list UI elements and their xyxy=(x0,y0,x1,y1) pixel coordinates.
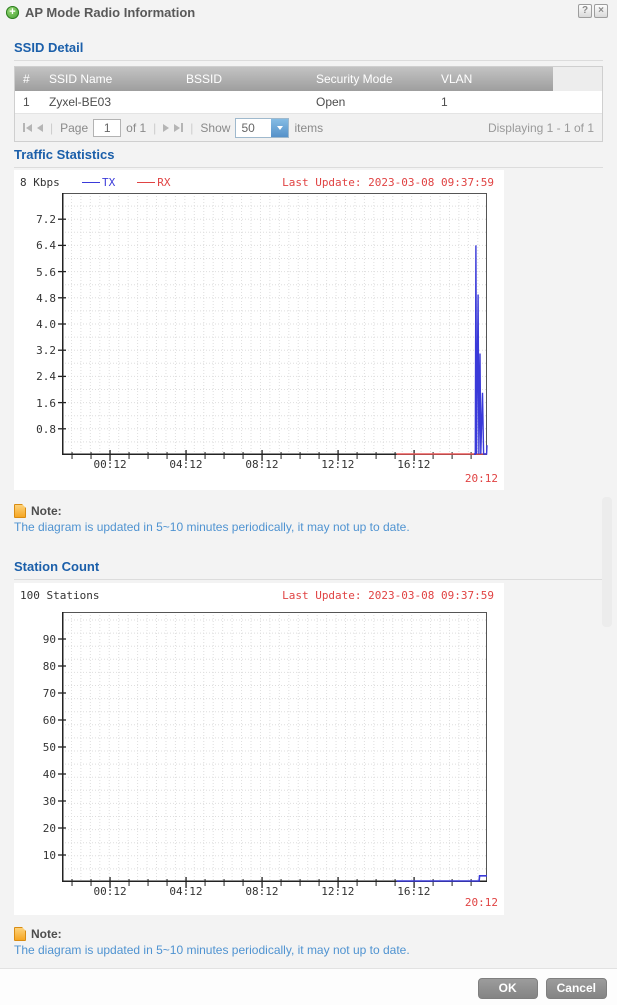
x-tick-label: 00:12 xyxy=(93,458,127,471)
y-tick-label: 4.0 xyxy=(36,318,56,331)
x-tick-label: 16:12 xyxy=(397,885,431,898)
col-header-ssid-name: SSID Name xyxy=(49,72,113,86)
y-tick-label: 40 xyxy=(42,768,56,781)
y-tick-label: 4.8 xyxy=(36,291,56,305)
items-label: items xyxy=(294,120,324,135)
legend-label-rx: RX xyxy=(157,176,171,189)
close-button[interactable]: × xyxy=(594,4,608,18)
traffic-y-axis-labels: 7.2 6.4 5.6 4.8 4.0 3.2 2.4 1.6 0.8 xyxy=(16,193,56,455)
cell-index: 1 xyxy=(23,95,30,109)
ok-button[interactable]: OK xyxy=(477,978,538,999)
cancel-button[interactable]: Cancel xyxy=(545,978,607,999)
station-current-time-label: 20:12 xyxy=(464,896,498,909)
ssid-table: # SSID Name BSSID Security Mode VLAN 1 Z… xyxy=(14,66,603,142)
table-row[interactable]: 1 Zyxel-BE03 Open 1 xyxy=(15,91,602,114)
col-header-bssid: BSSID xyxy=(186,72,223,86)
x-tick-label: 04:12 xyxy=(169,458,203,471)
expand-icon xyxy=(6,6,19,19)
last-page-button[interactable] xyxy=(174,122,184,134)
show-label: Show xyxy=(200,120,231,135)
station-plot-area xyxy=(58,612,487,888)
first-page-button[interactable] xyxy=(23,122,32,134)
scrollbar-thumb[interactable] xyxy=(602,497,612,627)
x-tick-label: 04:12 xyxy=(169,885,203,898)
note-label: Note: xyxy=(31,504,62,518)
note-icon xyxy=(14,504,26,518)
legend-item-tx: TX xyxy=(82,176,115,189)
station-x-axis-labels: 00:12 04:12 08:12 12:12 16:12 xyxy=(14,885,504,898)
y-tick-label: 5.6 xyxy=(36,265,56,279)
x-tick-label: 12:12 xyxy=(321,458,355,471)
x-tick-label: 08:12 xyxy=(245,885,279,898)
station-count-chart: 100 Stations Last Update: 2023-03-08 09:… xyxy=(14,583,504,915)
page-of-label: of 1 xyxy=(126,120,147,135)
y-tick-label: 2.4 xyxy=(36,370,56,384)
col-header-vlan: VLAN xyxy=(441,72,473,86)
rx-line-swatch xyxy=(137,182,156,183)
chart-legend: TX RX xyxy=(82,176,171,189)
next-page-button[interactable] xyxy=(163,122,170,134)
col-header-index: # xyxy=(23,72,30,86)
window-titlebar: AP Mode Radio Information ? × xyxy=(0,0,617,28)
page-size-select[interactable]: 50 xyxy=(235,117,290,138)
cell-vlan: 1 xyxy=(441,95,448,109)
y-tick-label: 7.2 xyxy=(36,213,56,227)
traffic-last-update: Last Update: 2023-03-08 09:37:59 xyxy=(282,176,494,189)
x-tick-label: 12:12 xyxy=(321,885,355,898)
window-title: AP Mode Radio Information xyxy=(25,5,196,20)
y-tick-label: 60 xyxy=(42,714,56,727)
y-tick-label: 3.2 xyxy=(36,344,56,358)
col-header-security-mode: Security Mode xyxy=(316,72,393,86)
displaying-status: Displaying 1 - 1 of 1 xyxy=(487,120,594,135)
x-tick-label: 00:12 xyxy=(93,885,127,898)
page-label: Page xyxy=(60,120,89,135)
y-tick-label: 80 xyxy=(42,660,56,673)
traffic-note: Note: The diagram is updated in 5~10 min… xyxy=(14,504,594,534)
tx-line-swatch xyxy=(82,182,100,183)
cell-ssid-name: Zyxel-BE03 xyxy=(49,95,112,109)
help-button[interactable]: ? xyxy=(578,4,592,18)
station-y-axis-labels: 90 80 70 60 50 40 30 20 10 xyxy=(16,612,56,882)
page-number-input[interactable]: 1 xyxy=(93,118,122,137)
footer-bar: OK Cancel xyxy=(0,968,617,1005)
traffic-statistics-heading: Traffic Statistics xyxy=(14,147,603,168)
previous-page-button[interactable] xyxy=(37,122,43,134)
traffic-x-axis-labels: 00:12 04:12 08:12 12:12 16:12 xyxy=(14,458,504,471)
y-tick-label: 20 xyxy=(42,822,56,835)
traffic-unit-label: 8 Kbps xyxy=(20,176,60,189)
traffic-statistics-chart: 8 Kbps TX RX Last Update: 2023-03-08 09:… xyxy=(14,170,504,490)
y-tick-label: 6.4 xyxy=(36,239,56,253)
traffic-plot-area xyxy=(58,193,488,461)
chevron-down-icon[interactable] xyxy=(271,118,289,137)
note-text: The diagram is updated in 5~10 minutes p… xyxy=(14,943,410,957)
legend-label-tx: TX xyxy=(102,176,116,189)
note-text: The diagram is updated in 5~10 minutes p… xyxy=(14,520,410,534)
table-pagination: | Page 1 of 1 | | Show 50 items Displayi… xyxy=(15,114,602,141)
traffic-current-time-label: 20:12 xyxy=(464,472,498,485)
y-tick-label: 1.6 xyxy=(36,396,56,410)
station-unit-label: 100 Stations xyxy=(20,589,100,602)
x-tick-label: 16:12 xyxy=(397,458,431,471)
y-tick-label: 0.8 xyxy=(36,422,56,436)
page-size-value: 50 xyxy=(241,120,255,135)
ssid-detail-heading: SSID Detail xyxy=(14,40,603,61)
y-tick-label: 90 xyxy=(42,633,56,646)
x-tick-label: 08:12 xyxy=(245,458,279,471)
cell-security-mode: Open xyxy=(316,95,346,109)
y-tick-label: 10 xyxy=(42,849,56,862)
y-tick-label: 70 xyxy=(42,687,56,700)
ssid-table-header: # SSID Name BSSID Security Mode VLAN xyxy=(15,67,602,91)
station-count-heading: Station Count xyxy=(14,559,603,580)
y-tick-label: 50 xyxy=(42,741,56,754)
legend-item-rx: RX xyxy=(137,176,171,189)
header-filler xyxy=(553,67,602,91)
note-label: Note: xyxy=(31,927,62,941)
y-tick-label: 30 xyxy=(42,795,56,808)
note-icon xyxy=(14,927,26,941)
station-note: Note: The diagram is updated in 5~10 min… xyxy=(14,927,594,957)
station-last-update: Last Update: 2023-03-08 09:37:59 xyxy=(282,589,494,602)
